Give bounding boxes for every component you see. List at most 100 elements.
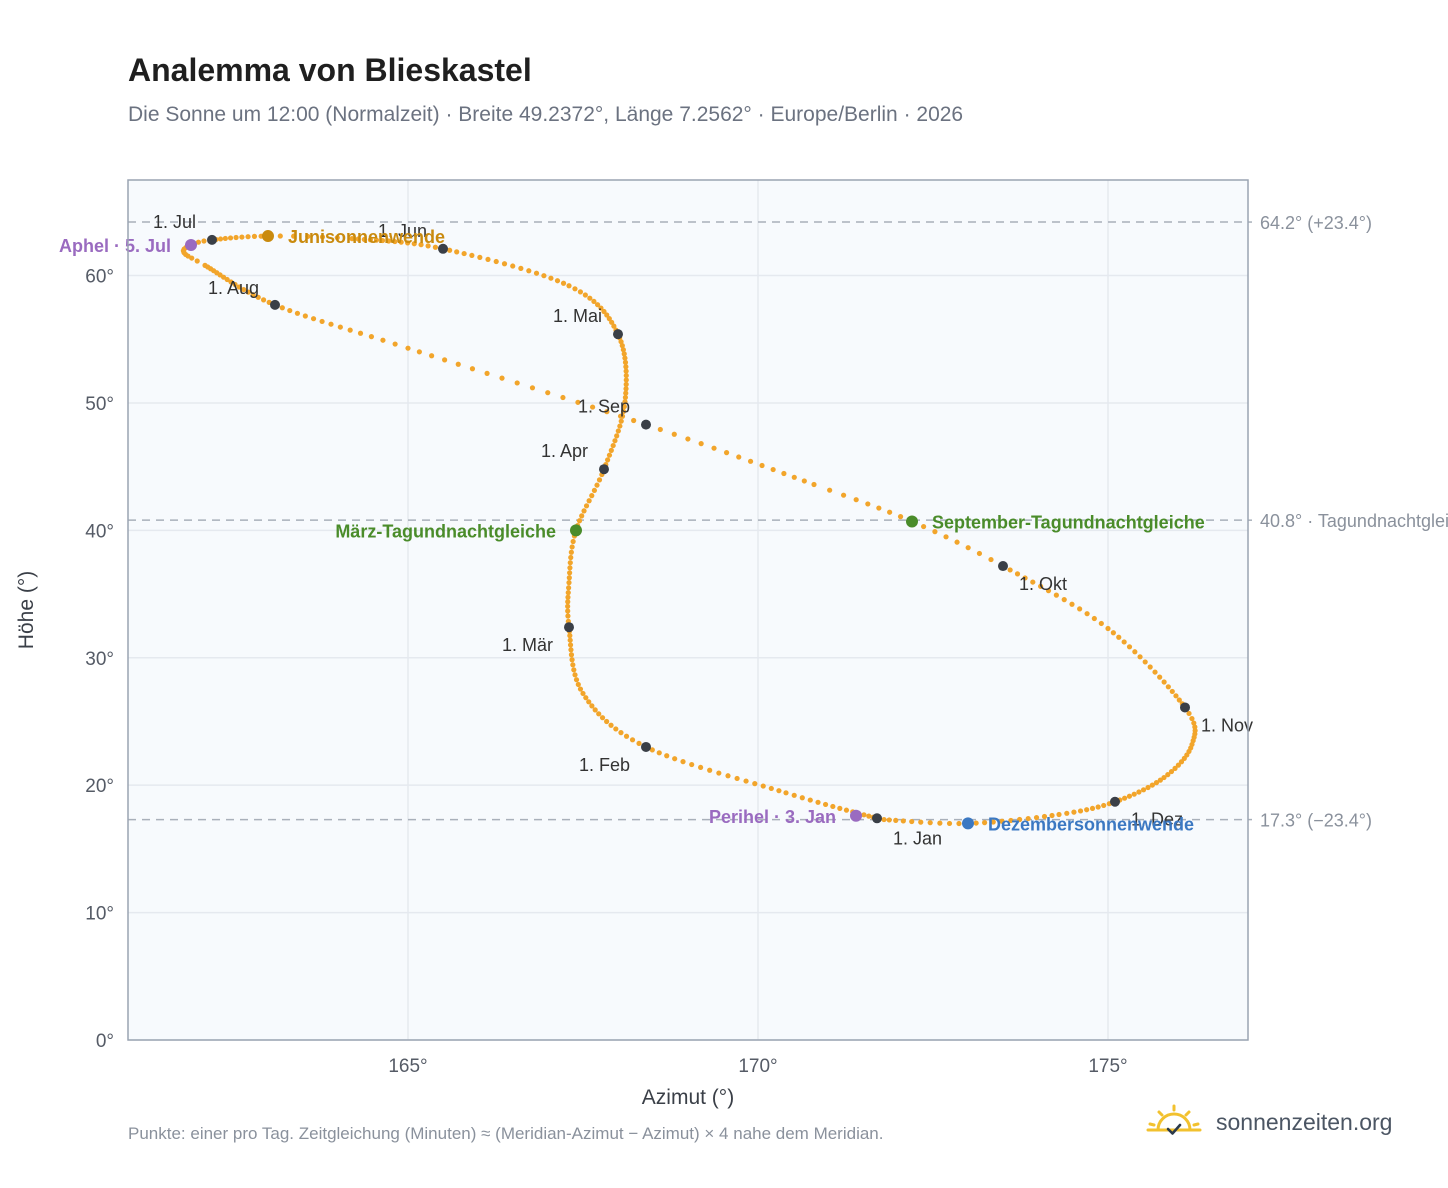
month-marker xyxy=(613,329,623,340)
day-point xyxy=(1077,606,1083,612)
day-point xyxy=(1064,810,1070,816)
day-point xyxy=(567,570,573,576)
month-label: 1. Jul xyxy=(153,212,196,232)
day-point xyxy=(239,234,245,240)
day-point xyxy=(566,585,572,591)
day-point xyxy=(815,799,821,805)
day-point xyxy=(232,281,238,288)
day-point xyxy=(526,268,532,274)
day-point xyxy=(752,781,758,787)
day-point xyxy=(1105,625,1111,632)
month-marker xyxy=(270,299,280,310)
day-point xyxy=(573,677,580,683)
day-point xyxy=(319,318,325,325)
day-point xyxy=(1121,639,1127,645)
day-point xyxy=(319,234,326,240)
day-point xyxy=(853,497,859,503)
day-point xyxy=(596,711,602,717)
day-point xyxy=(1161,774,1167,781)
day-point xyxy=(685,436,691,442)
day-point xyxy=(442,357,448,363)
day-point xyxy=(485,256,491,263)
day-point xyxy=(386,238,392,244)
day-point xyxy=(567,565,573,571)
day-point xyxy=(398,239,404,245)
day-point xyxy=(582,292,588,298)
day-point xyxy=(609,319,615,325)
day-point xyxy=(575,681,581,688)
day-point xyxy=(932,529,938,535)
day-point xyxy=(566,575,572,581)
plot-area xyxy=(128,180,1248,1040)
day-point xyxy=(1152,669,1158,675)
day-point xyxy=(664,753,670,759)
day-point xyxy=(337,324,343,330)
day-point xyxy=(770,466,776,473)
day-point xyxy=(1007,567,1013,573)
day-point xyxy=(631,417,637,424)
day-point xyxy=(510,263,516,269)
x-tick-label: 175° xyxy=(1088,1056,1127,1077)
day-point xyxy=(373,237,380,243)
day-point xyxy=(1126,644,1133,650)
day-point xyxy=(1030,579,1036,585)
day-point xyxy=(943,534,949,540)
day-point xyxy=(612,438,618,444)
day-point xyxy=(469,252,475,259)
day-point xyxy=(623,368,629,374)
day-point xyxy=(988,556,994,563)
day-point xyxy=(583,503,590,509)
day-point xyxy=(1045,588,1052,594)
day-point xyxy=(827,487,833,493)
day-point xyxy=(379,237,386,244)
day-point xyxy=(594,482,600,488)
day-point xyxy=(568,549,574,555)
day-point xyxy=(918,819,924,825)
day-point xyxy=(606,452,613,458)
day-point xyxy=(791,474,797,480)
event-marker xyxy=(962,817,974,830)
day-point xyxy=(245,234,251,240)
day-point xyxy=(589,404,596,410)
day-point xyxy=(569,544,575,550)
day-point xyxy=(629,737,636,743)
day-point xyxy=(807,797,813,803)
day-point xyxy=(1137,654,1143,660)
day-point xyxy=(743,778,749,784)
day-point xyxy=(411,241,417,247)
day-point xyxy=(1131,791,1137,797)
day-point xyxy=(791,792,797,798)
day-point xyxy=(568,652,575,658)
x-axis-label: Azimut (°) xyxy=(642,1086,734,1109)
day-point xyxy=(579,513,585,519)
day-point xyxy=(189,255,195,261)
day-point xyxy=(1186,710,1192,717)
month-marker xyxy=(1180,702,1190,713)
day-point xyxy=(469,366,476,372)
month-marker xyxy=(1110,796,1120,807)
day-point xyxy=(461,250,467,257)
day-point xyxy=(614,433,620,439)
y-tick-label: 50° xyxy=(85,394,114,415)
day-point xyxy=(657,426,663,433)
day-point xyxy=(1178,759,1185,765)
day-point xyxy=(1165,772,1171,778)
day-point xyxy=(649,747,655,753)
day-point xyxy=(636,740,642,747)
day-point xyxy=(571,667,577,673)
day-point xyxy=(355,236,361,242)
day-point xyxy=(570,662,576,668)
day-point xyxy=(569,657,575,663)
day-point xyxy=(233,234,239,241)
day-point xyxy=(619,343,625,349)
y-tick-label: 30° xyxy=(85,649,114,670)
day-point xyxy=(881,816,887,823)
day-point xyxy=(287,307,293,314)
day-point xyxy=(514,380,520,386)
day-point xyxy=(617,413,624,419)
day-point xyxy=(1101,802,1107,809)
day-point xyxy=(594,302,601,308)
day-point xyxy=(1153,780,1160,786)
day-point xyxy=(723,450,730,456)
brand[interactable]: sonnenzeiten.org xyxy=(1146,1104,1392,1140)
